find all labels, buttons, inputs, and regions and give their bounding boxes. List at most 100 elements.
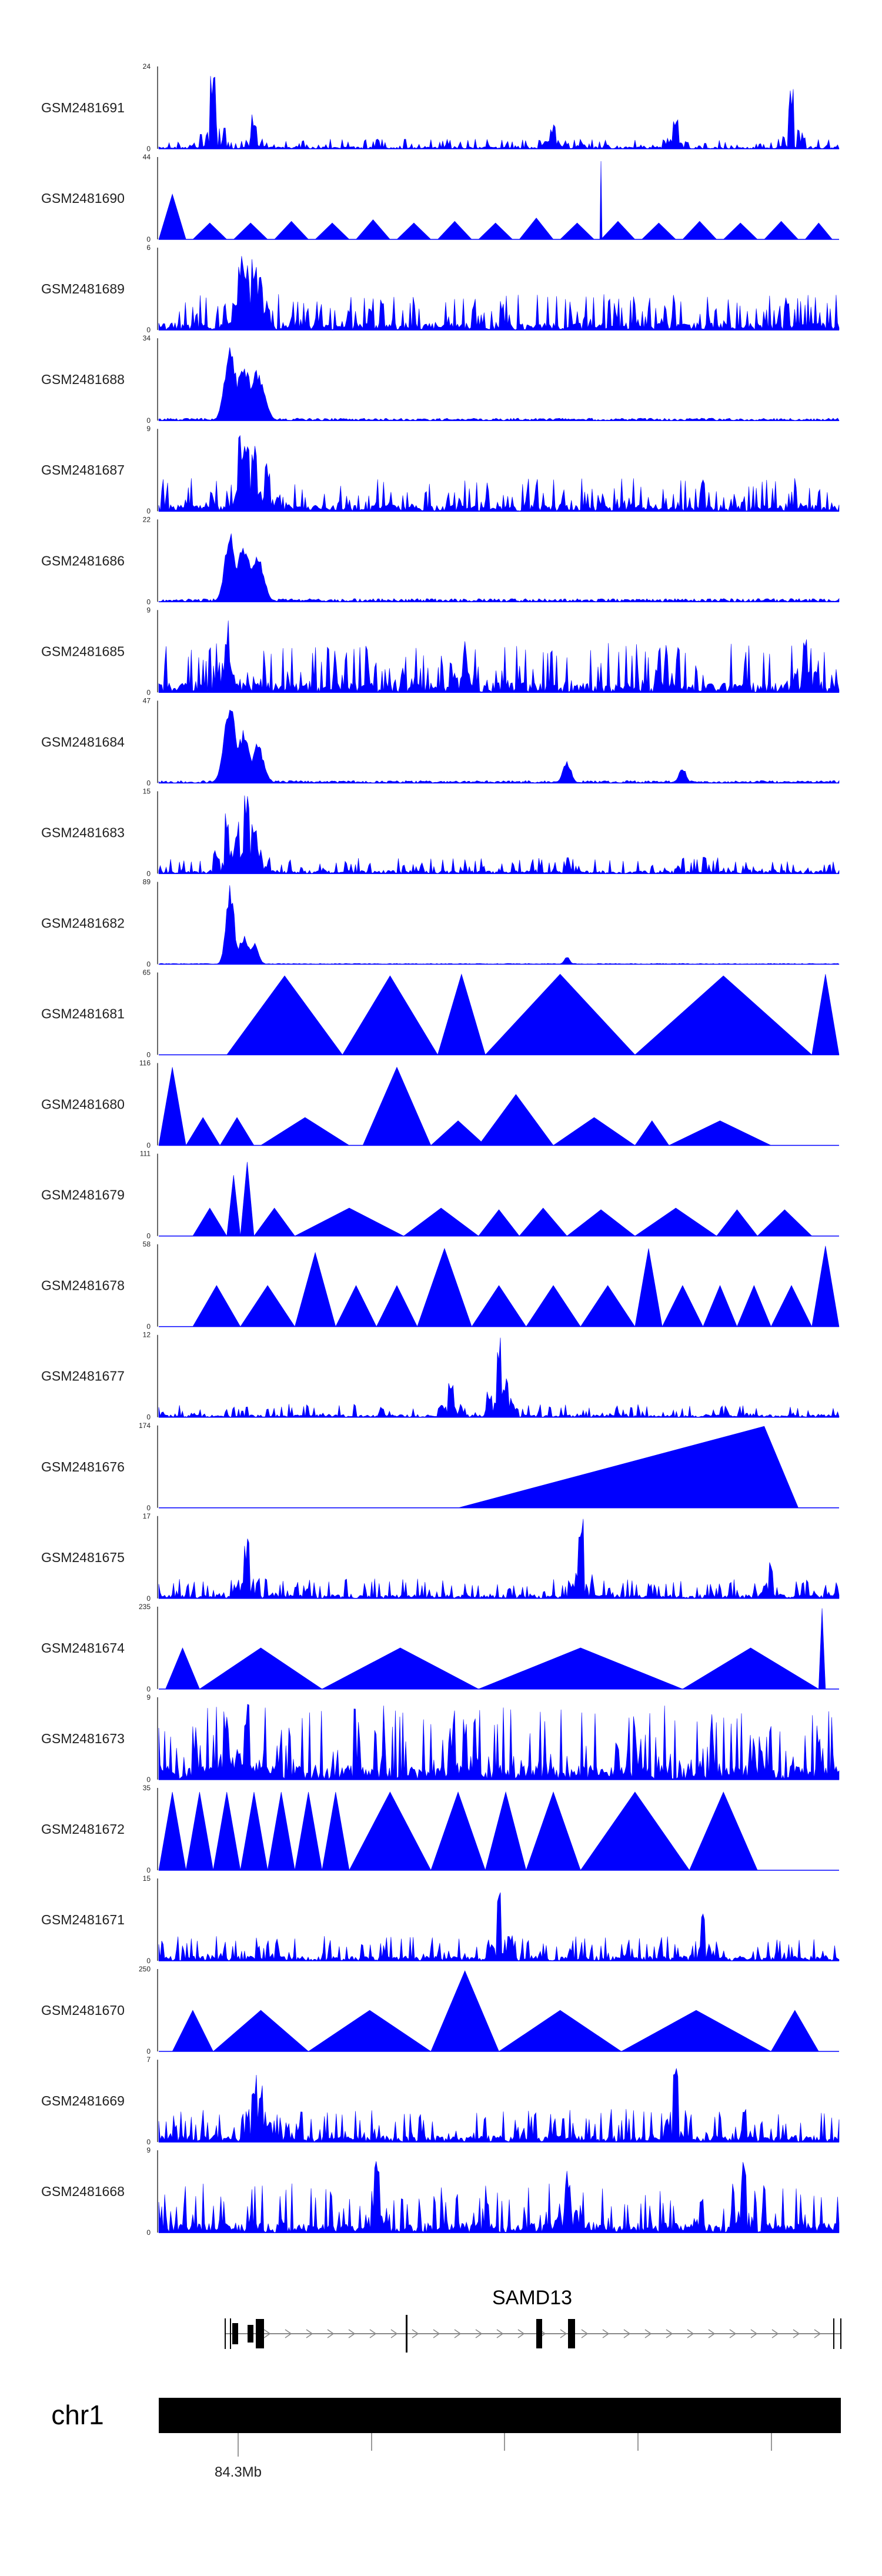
coverage-area: [158, 2161, 840, 2233]
track-GSM2481679: GSM2481679 111 0: [41, 1150, 839, 1240]
strand-arrow: [644, 2329, 652, 2338]
y-tick-label-max: 174: [139, 1422, 151, 1430]
y-tick-label-min: 0: [146, 1051, 151, 1059]
track-GSM2481683: GSM2481683 15 0: [41, 787, 840, 877]
track-label: GSM2481670: [41, 2003, 125, 2018]
track-GSM2481672: GSM2481672 35 0: [41, 1784, 839, 1874]
y-tick-label-max: 47: [143, 696, 151, 705]
exon-block: [256, 2319, 264, 2348]
track-GSM2481669: GSM2481669 7 0: [41, 2056, 840, 2146]
y-tick-label-max: 24: [143, 62, 151, 71]
gene-model-samd13: [225, 2315, 841, 2353]
track-label: GSM2481683: [41, 825, 125, 840]
y-tick-label-max: 9: [146, 1693, 151, 1701]
track-label: GSM2481686: [41, 553, 125, 568]
y-tick-label-min: 0: [146, 1866, 151, 1874]
y-tick-label-max: 34: [143, 334, 151, 342]
coverage-area: [165, 1608, 826, 1690]
track-label: GSM2481677: [41, 1369, 125, 1384]
strand-arrow: [327, 2329, 335, 2338]
y-tick-label-max: 7: [146, 2056, 151, 2064]
strand-arrow: [750, 2329, 758, 2338]
y-tick-label-max: 22: [143, 515, 151, 523]
strand-arrow: [454, 2329, 462, 2338]
y-tick-label-min: 0: [146, 1504, 151, 1512]
y-tick-label-max: 9: [146, 2146, 151, 2154]
track-GSM2481684: GSM2481684 47 0: [41, 696, 840, 787]
strand-arrow: [517, 2329, 525, 2338]
strand-arrow: [390, 2329, 398, 2338]
y-tick-label-min: 0: [146, 145, 151, 153]
track-label: GSM2481675: [41, 1550, 125, 1565]
strand-arrow: [412, 2329, 419, 2338]
y-tick-label-max: 235: [139, 1603, 151, 1611]
y-tick-label-min: 0: [146, 960, 151, 968]
track-label: GSM2481689: [41, 281, 125, 296]
y-tick-label-min: 0: [146, 2138, 151, 2146]
y-tick-label-min: 0: [146, 1957, 151, 1965]
strand-arrow: [263, 2329, 271, 2338]
axis-tick-label: 84.3Mb: [215, 2464, 262, 2480]
y-tick-label-min: 0: [146, 1142, 151, 1150]
y-tick-label-min: 0: [146, 598, 151, 606]
track-GSM2481677: GSM2481677 12 0: [41, 1331, 840, 1422]
coverage-area: [158, 1704, 840, 1780]
y-tick-label-max: 6: [146, 243, 151, 252]
track-GSM2481685: GSM2481685 9 0: [41, 606, 840, 696]
coverage-area: [158, 1791, 758, 1871]
track-label: GSM2481679: [41, 1187, 125, 1203]
track-label: GSM2481690: [41, 191, 125, 206]
track-label: GSM2481688: [41, 372, 125, 387]
exon-block: [568, 2319, 575, 2348]
track-label: GSM2481672: [41, 1821, 125, 1837]
exon-block: [248, 2325, 253, 2343]
track-GSM2481678: GSM2481678 58 0: [41, 1240, 840, 1331]
track-GSM2481680: GSM2481680 116 0: [41, 1059, 839, 1150]
track-GSM2481689: GSM2481689 6 0: [41, 243, 840, 334]
coverage-area: [158, 435, 840, 512]
track-GSM2481687: GSM2481687 9 0: [41, 425, 840, 515]
track-GSM2481671: GSM2481671 15 0: [41, 1874, 840, 1965]
y-tick-label-min: 0: [146, 688, 151, 696]
coverage-area: [458, 1426, 799, 1509]
strand-arrow: [793, 2329, 800, 2338]
strand-arrow: [285, 2329, 292, 2338]
chromosome-bar: [159, 2398, 841, 2433]
y-tick-label-max: 9: [146, 425, 151, 433]
track-GSM2481673: GSM2481673 9 0: [41, 1693, 840, 1784]
y-tick-label-max: 111: [140, 1150, 151, 1158]
y-tick-label-min: 0: [146, 1685, 151, 1693]
coverage-area: [158, 256, 840, 331]
gene-name-label: SAMD13: [492, 2287, 572, 2309]
coverage-area: [158, 1519, 840, 1599]
strand-arrow: [560, 2329, 567, 2338]
coverage-area: [226, 973, 840, 1055]
track-GSM2481682: GSM2481682 89 0: [41, 877, 840, 968]
strand-arrow: [602, 2329, 610, 2338]
coverage-area: [192, 1246, 840, 1327]
track-label: GSM2481671: [41, 1912, 125, 1927]
strand-arrow: [348, 2329, 356, 2338]
chromosome-axis: chr1 84.3Mb: [51, 2398, 841, 2480]
y-tick-label-min: 0: [146, 1323, 151, 1331]
y-tick-label-max: 116: [139, 1059, 151, 1067]
y-tick-label-min: 0: [146, 2047, 151, 2056]
coverage-area: [158, 620, 840, 693]
track-GSM2481688: GSM2481688 34 0: [41, 334, 840, 425]
track-label: GSM2481674: [41, 1640, 125, 1656]
track-label: GSM2481678: [41, 1278, 125, 1293]
track-label: GSM2481682: [41, 915, 125, 930]
coverage-tracks: GSM2481691240GSM2481690440GSM248168960GS…: [41, 62, 840, 2237]
strand-arrow: [369, 2329, 377, 2338]
strand-arrow: [475, 2329, 483, 2338]
y-tick-label-min: 0: [146, 1776, 151, 1784]
y-tick-label-max: 35: [143, 1784, 151, 1792]
y-tick-label-min: 0: [146, 779, 151, 787]
track-label: GSM2481673: [41, 1731, 125, 1746]
track-label: GSM2481680: [41, 1097, 125, 1112]
strand-arrow: [666, 2329, 673, 2338]
gene-track: SAMD13: [225, 2287, 841, 2353]
track-label: GSM2481685: [41, 643, 125, 659]
track-label: GSM2481691: [41, 100, 125, 115]
track-GSM2481670: GSM2481670 250 0: [41, 1965, 839, 2056]
